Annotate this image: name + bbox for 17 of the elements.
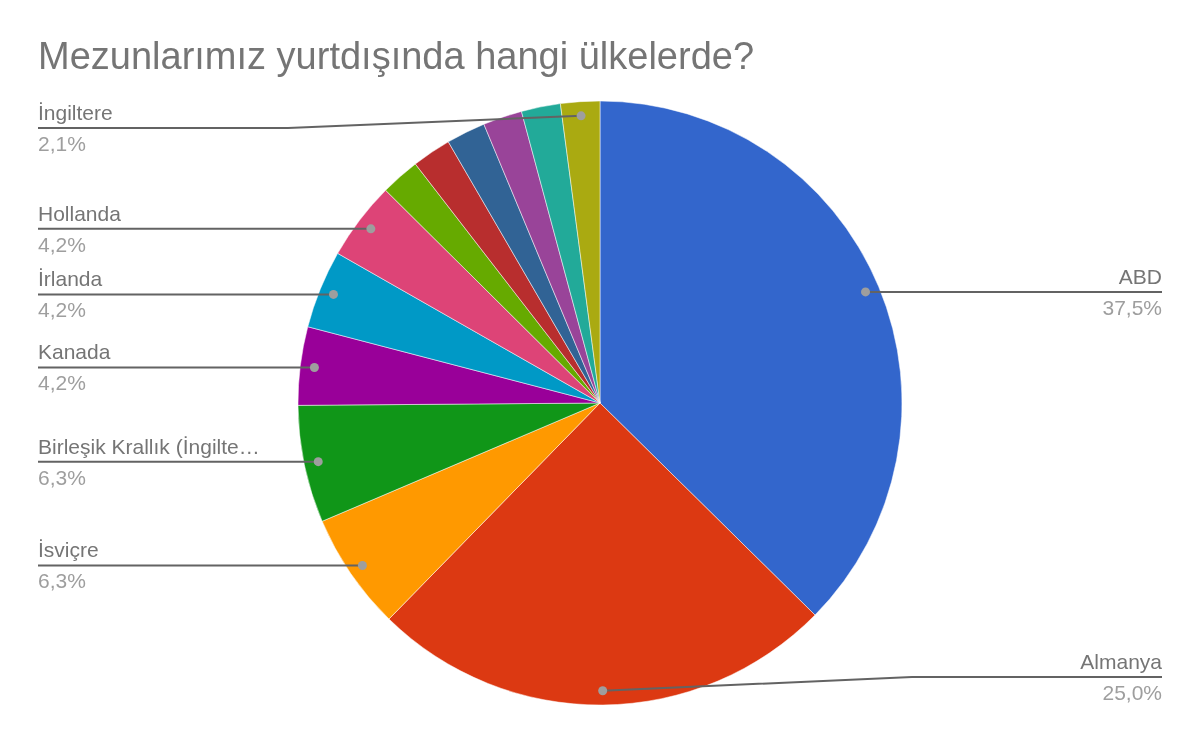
data-label: 37,5%: [1102, 295, 1162, 319]
slice-label: İsviçre: [38, 538, 99, 562]
data-label: 4,2%: [38, 371, 86, 395]
slice-label: Kanada: [38, 340, 111, 364]
slice-label: Hollanda: [38, 201, 122, 225]
slice-label: İrlanda: [38, 267, 103, 291]
data-label: 6,3%: [38, 569, 86, 593]
slice-label: Birleşik Krallık (İngilte…: [38, 434, 260, 458]
data-label: 25,0%: [1102, 681, 1162, 704]
data-label: 2,1%: [38, 132, 86, 155]
data-label: 4,2%: [38, 298, 86, 322]
chart-title: Mezunlarımız yurtdışında hangi ülkelerde?: [38, 35, 755, 77]
slice-label: İngiltere: [38, 101, 113, 124]
slice-label: Almanya: [1080, 650, 1163, 673]
data-label: 4,2%: [38, 232, 86, 256]
data-label: 6,3%: [38, 465, 86, 489]
slice-label: ABD: [1118, 264, 1162, 288]
